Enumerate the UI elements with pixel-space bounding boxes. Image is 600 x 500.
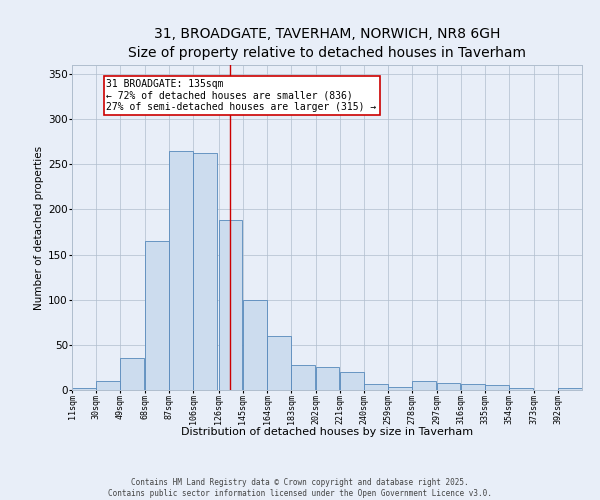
Bar bbox=[121, 358, 144, 390]
Bar bbox=[72, 388, 96, 390]
Bar bbox=[461, 384, 485, 390]
Text: 31 BROADGATE: 135sqm
← 72% of detached houses are smaller (836)
27% of semi-deta: 31 BROADGATE: 135sqm ← 72% of detached h… bbox=[106, 78, 377, 112]
Bar bbox=[193, 152, 217, 390]
Bar bbox=[267, 336, 291, 390]
Bar bbox=[169, 151, 193, 390]
X-axis label: Distribution of detached houses by size in Taverham: Distribution of detached houses by size … bbox=[181, 427, 473, 437]
Bar bbox=[292, 364, 315, 390]
Bar bbox=[340, 372, 364, 390]
Bar bbox=[412, 381, 436, 390]
Bar bbox=[316, 368, 340, 390]
Text: Contains HM Land Registry data © Crown copyright and database right 2025.
Contai: Contains HM Land Registry data © Crown c… bbox=[108, 478, 492, 498]
Y-axis label: Number of detached properties: Number of detached properties bbox=[34, 146, 44, 310]
Bar bbox=[437, 383, 460, 390]
Bar bbox=[558, 388, 581, 390]
Bar bbox=[218, 220, 242, 390]
Bar bbox=[509, 388, 533, 390]
Bar bbox=[388, 388, 412, 390]
Bar bbox=[485, 386, 509, 390]
Bar bbox=[96, 381, 120, 390]
Bar bbox=[145, 241, 169, 390]
Bar bbox=[243, 300, 266, 390]
Title: 31, BROADGATE, TAVERHAM, NORWICH, NR8 6GH
Size of property relative to detached : 31, BROADGATE, TAVERHAM, NORWICH, NR8 6G… bbox=[128, 28, 526, 60]
Bar bbox=[364, 384, 388, 390]
